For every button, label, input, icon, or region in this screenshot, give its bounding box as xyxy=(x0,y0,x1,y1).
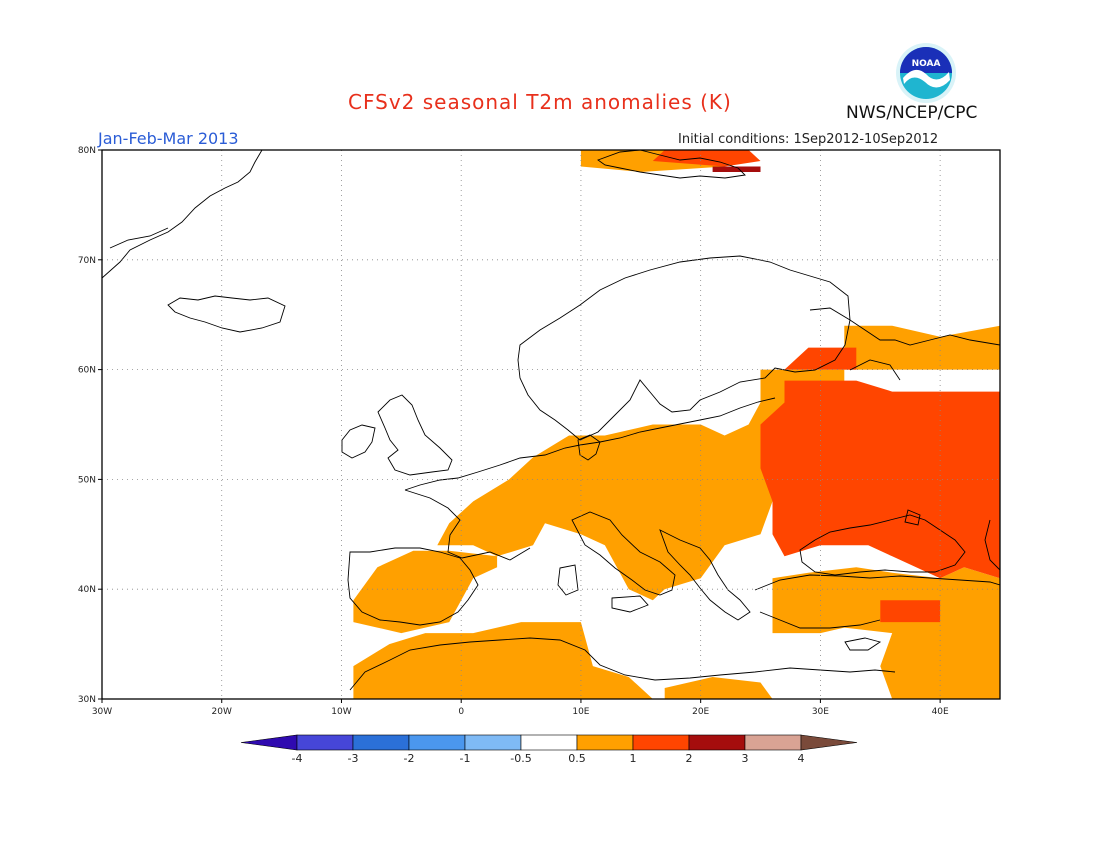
anomaly-region-svalbard-core xyxy=(652,150,761,167)
lon-tick-label: 30E xyxy=(812,707,829,717)
lon-tick-label: 20E xyxy=(692,707,709,717)
coastlines xyxy=(102,150,1000,691)
legend-label: -0.5 xyxy=(510,752,531,765)
legend-low-arrow xyxy=(240,734,298,751)
lat-tick-label: 40N xyxy=(78,585,96,595)
anomaly-region-north-africa xyxy=(353,622,653,699)
legend-label: 2 xyxy=(686,752,693,765)
legend-swatch xyxy=(632,734,690,751)
legend-swatch xyxy=(576,734,634,751)
legend-label: 3 xyxy=(742,752,749,765)
logo-text: NOAA xyxy=(912,59,941,69)
anomaly-region-svalbard-east xyxy=(712,166,761,172)
lon-tick-label: 10W xyxy=(331,707,351,717)
legend-swatch xyxy=(464,734,522,751)
anomaly-region-turkey-east xyxy=(880,600,941,623)
anomaly-region-libya-egypt-coast xyxy=(664,677,773,699)
anomaly-region-karelia xyxy=(784,347,857,370)
lon-tick-label: 20W xyxy=(212,707,232,717)
legend-swatch xyxy=(744,734,802,751)
forecast-period: Jan-Feb-Mar 2013 xyxy=(98,129,239,148)
axis-ticks: 80N 70N 60N 50N 40N 30N 30W 20W 10W 0 10E 20E 30E 40E xyxy=(78,146,949,717)
noaa-logo-icon: NOAA xyxy=(896,43,956,103)
legend-swatch xyxy=(520,734,578,751)
legend-label: 1 xyxy=(630,752,637,765)
lat-tick-label: 70N xyxy=(78,256,96,266)
anomaly-region-turkey-middle-east xyxy=(772,567,1000,699)
lon-tick-label: 40E xyxy=(932,707,949,717)
lon-tick-label: 30W xyxy=(92,707,112,717)
legend-label: -1 xyxy=(460,752,471,765)
legend-label: -3 xyxy=(348,752,359,765)
color-legend: -4 -3 -2 -1 -0.5 0.5 1 2 3 4 xyxy=(240,734,858,765)
lon-tick-label: 10E xyxy=(572,707,589,717)
legend-swatch xyxy=(296,734,354,751)
anomaly-region-western-russia-ukraine xyxy=(760,380,1000,579)
legend-swatch xyxy=(352,734,410,751)
legend-label: -4 xyxy=(292,752,303,765)
lat-tick-label: 60N xyxy=(78,366,96,376)
legend-swatch xyxy=(408,734,466,751)
legend-high-arrow xyxy=(800,734,858,751)
anomaly-region-southwest-europe-iberia xyxy=(353,550,498,634)
map-frame xyxy=(101,149,1001,700)
chart-title: CFSv2 seasonal T2m anomalies (K) xyxy=(348,90,732,114)
lat-tick-label: 50N xyxy=(78,475,96,485)
legend-swatch xyxy=(688,734,746,751)
legend-label: -2 xyxy=(404,752,415,765)
anomaly-region-france-central-europe xyxy=(437,369,845,601)
organization-label: NWS/NCEP/CPC xyxy=(846,103,978,123)
anomaly-region-northeast-russia xyxy=(844,325,1000,370)
lat-tick-label: 80N xyxy=(78,146,96,156)
lat-tick-label: 30N xyxy=(78,695,96,705)
legend-label: 0.5 xyxy=(568,752,586,765)
lon-tick-label: 0 xyxy=(458,707,464,717)
initial-conditions: Initial conditions: 1Sep2012-10Sep2012 xyxy=(678,132,939,147)
legend-label: 4 xyxy=(798,752,805,765)
